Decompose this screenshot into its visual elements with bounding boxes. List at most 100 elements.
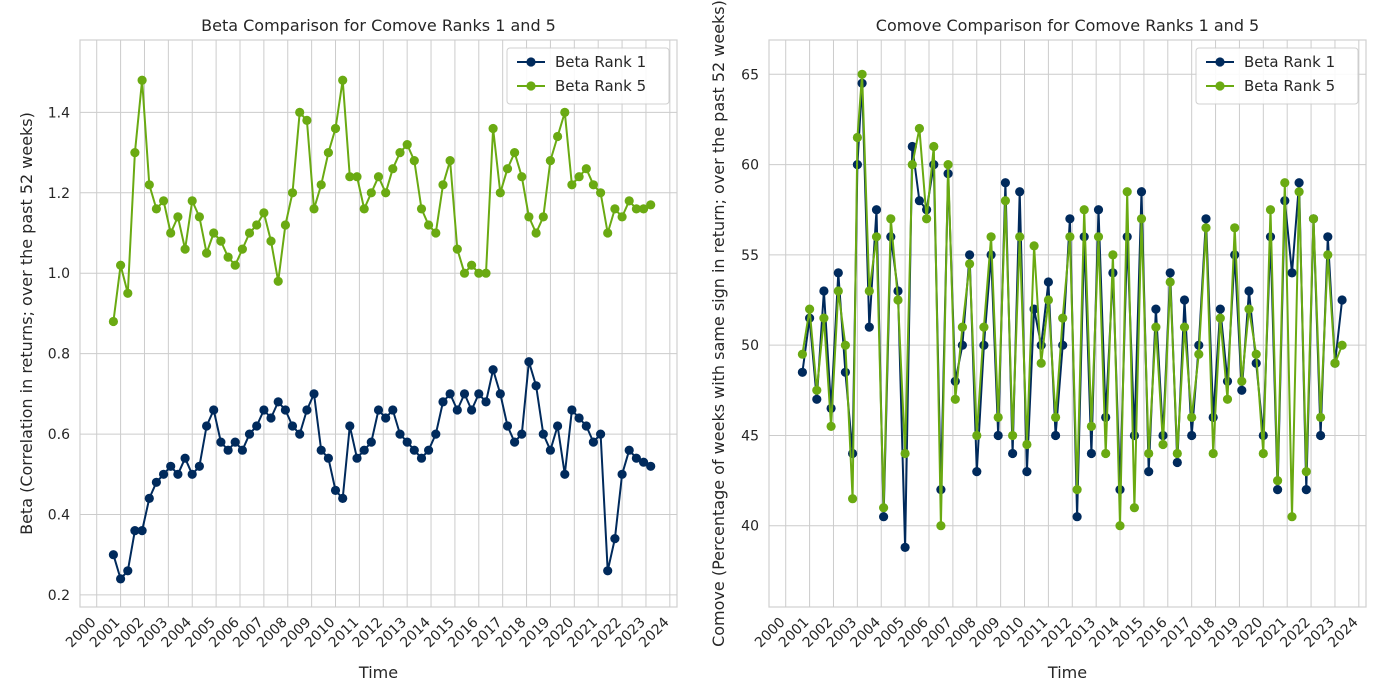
data-point bbox=[1129, 503, 1139, 513]
data-point bbox=[553, 131, 563, 142]
data-point bbox=[1323, 232, 1333, 242]
data-point bbox=[588, 437, 599, 447]
data-point bbox=[879, 512, 889, 522]
data-point bbox=[900, 448, 910, 459]
data-point bbox=[130, 526, 140, 536]
data-point bbox=[467, 260, 477, 270]
data-point bbox=[445, 389, 455, 399]
data-point bbox=[467, 405, 477, 415]
data-point bbox=[922, 214, 932, 224]
data-point bbox=[151, 477, 161, 487]
series-rank-1 bbox=[108, 357, 656, 584]
data-point bbox=[567, 180, 577, 190]
data-point bbox=[223, 252, 233, 262]
data-point bbox=[531, 228, 541, 238]
data-point bbox=[409, 156, 419, 166]
data-point bbox=[1330, 358, 1340, 368]
data-point bbox=[1258, 448, 1268, 459]
data-point bbox=[338, 75, 348, 85]
data-point bbox=[187, 196, 197, 206]
data-point bbox=[151, 204, 161, 214]
data-point bbox=[1323, 250, 1333, 260]
data-point bbox=[209, 405, 219, 415]
data-point bbox=[252, 421, 262, 431]
data-point bbox=[1337, 340, 1347, 350]
data-point bbox=[159, 196, 169, 206]
data-point bbox=[965, 259, 975, 269]
data-point bbox=[1287, 268, 1297, 278]
data-point bbox=[345, 421, 355, 431]
data-point bbox=[230, 437, 240, 447]
data-point bbox=[1151, 304, 1161, 314]
data-point bbox=[624, 196, 634, 206]
data-point bbox=[596, 429, 606, 439]
data-point bbox=[202, 421, 212, 431]
data-point bbox=[538, 212, 548, 222]
data-point bbox=[488, 365, 498, 375]
data-point bbox=[194, 461, 204, 471]
x-axis-label: Time bbox=[1047, 663, 1087, 682]
data-point bbox=[209, 228, 219, 238]
data-point bbox=[316, 445, 326, 455]
data-point bbox=[1101, 448, 1111, 459]
data-point bbox=[950, 394, 960, 404]
legend-item: Beta Rank 5 bbox=[1206, 77, 1335, 95]
data-point bbox=[972, 467, 982, 477]
data-point bbox=[1172, 457, 1182, 468]
data-point bbox=[1301, 467, 1311, 477]
data-point bbox=[943, 160, 953, 170]
data-point bbox=[993, 412, 1003, 422]
data-point bbox=[879, 503, 889, 513]
data-point bbox=[871, 232, 882, 242]
data-point bbox=[187, 469, 197, 479]
data-point bbox=[840, 367, 851, 377]
data-point bbox=[338, 493, 348, 503]
data-point bbox=[538, 429, 548, 439]
data-point bbox=[1043, 295, 1053, 305]
data-point bbox=[617, 469, 627, 479]
data-point bbox=[452, 405, 462, 415]
data-point bbox=[1230, 223, 1240, 233]
data-point bbox=[388, 164, 398, 174]
data-point bbox=[502, 164, 513, 174]
data-point bbox=[244, 228, 255, 238]
data-point bbox=[553, 421, 563, 431]
data-point bbox=[302, 405, 312, 415]
data-point bbox=[130, 148, 140, 158]
data-point bbox=[833, 286, 843, 296]
data-point bbox=[1151, 322, 1161, 332]
data-point bbox=[445, 156, 455, 166]
data-point bbox=[474, 268, 484, 278]
data-point bbox=[438, 180, 448, 190]
data-point bbox=[545, 445, 556, 455]
data-point bbox=[1144, 467, 1154, 477]
data-point bbox=[1008, 448, 1018, 459]
data-point bbox=[957, 340, 968, 350]
data-point bbox=[1294, 178, 1304, 188]
data-point bbox=[266, 236, 276, 246]
y-tick-label: 1.2 bbox=[48, 186, 70, 202]
data-point bbox=[1265, 205, 1276, 215]
data-point bbox=[797, 367, 808, 377]
data-point bbox=[280, 405, 290, 415]
data-point bbox=[1072, 512, 1082, 522]
y-tick-label: 40 bbox=[741, 519, 759, 535]
data-point bbox=[474, 389, 484, 399]
data-point bbox=[352, 172, 362, 182]
data-point bbox=[309, 204, 319, 214]
data-point bbox=[812, 385, 822, 395]
data-point bbox=[252, 220, 262, 230]
data-point bbox=[159, 469, 169, 479]
data-point bbox=[812, 394, 822, 404]
data-point bbox=[1093, 205, 1104, 215]
data-point bbox=[1086, 448, 1096, 459]
data-point bbox=[1187, 412, 1197, 422]
series-line bbox=[112, 79, 652, 322]
data-point bbox=[295, 429, 305, 439]
data-point bbox=[1215, 313, 1225, 323]
data-point bbox=[1000, 196, 1011, 206]
data-point bbox=[316, 180, 326, 190]
y-axis-label: Comove (Percentage of weeks with same si… bbox=[709, 0, 728, 647]
data-point bbox=[1244, 286, 1254, 296]
data-point bbox=[1058, 313, 1068, 323]
